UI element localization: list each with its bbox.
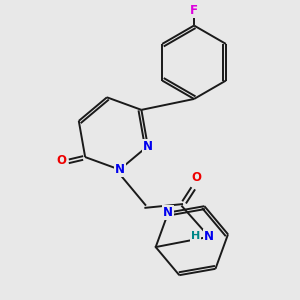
Text: F: F — [190, 4, 198, 17]
Text: N: N — [203, 230, 214, 243]
Text: N: N — [115, 163, 125, 176]
Text: O: O — [192, 171, 202, 184]
Text: N: N — [163, 206, 173, 219]
Text: N: N — [143, 140, 153, 152]
Text: O: O — [57, 154, 67, 167]
Text: H: H — [191, 232, 200, 242]
